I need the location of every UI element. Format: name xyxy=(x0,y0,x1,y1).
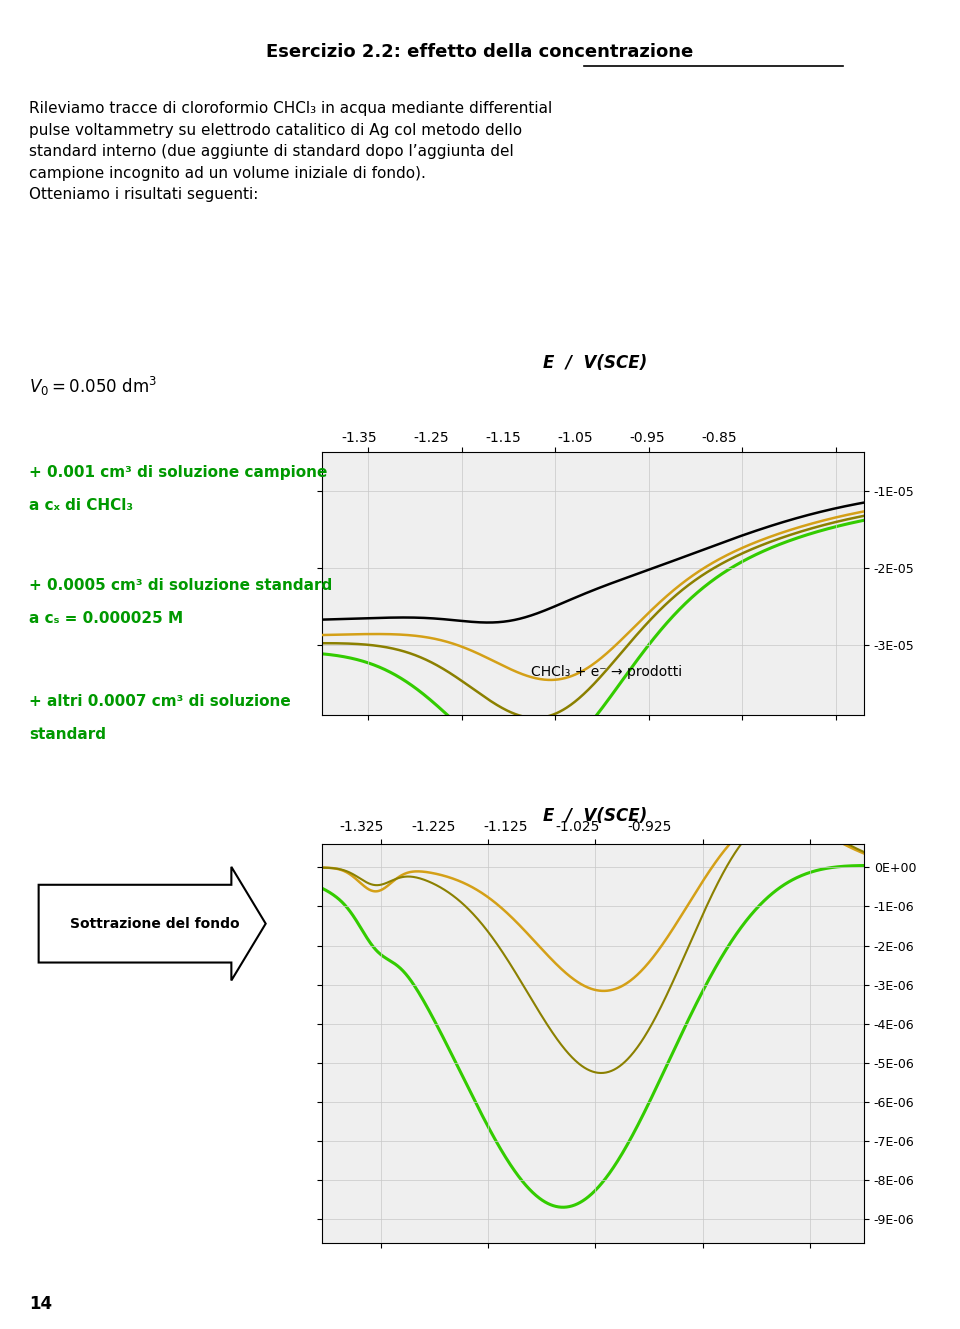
Text: 14: 14 xyxy=(29,1294,52,1313)
Text: a cₓ di CHCl₃: a cₓ di CHCl₃ xyxy=(29,498,132,513)
Text: + altri 0.0007 cm³ di soluzione: + altri 0.0007 cm³ di soluzione xyxy=(29,694,291,708)
Text: + 0.0005 cm³ di soluzione standard: + 0.0005 cm³ di soluzione standard xyxy=(29,578,332,593)
Text: Rileviamo tracce di cloroformio CHCl₃ in acqua mediante differential
pulse volta: Rileviamo tracce di cloroformio CHCl₃ in… xyxy=(29,101,552,202)
Text: a cₛ = 0.000025 M: a cₛ = 0.000025 M xyxy=(29,611,183,626)
Text: CHCl₃ + e⁻ → prodotti: CHCl₃ + e⁻ → prodotti xyxy=(531,666,683,679)
Text: -1.225: -1.225 xyxy=(412,820,456,835)
Text: -0.95: -0.95 xyxy=(629,431,665,445)
Text: Esercizio 2.2: effetto della concentrazione: Esercizio 2.2: effetto della concentrazi… xyxy=(266,43,694,61)
Text: $V_0 = 0.050\ \mathrm{dm}^3$: $V_0 = 0.050\ \mathrm{dm}^3$ xyxy=(29,375,156,397)
Text: E  /  V(SCE): E / V(SCE) xyxy=(543,807,647,825)
Text: -1.05: -1.05 xyxy=(557,431,593,445)
Text: -1.125: -1.125 xyxy=(484,820,528,835)
Text: + 0.001 cm³ di soluzione campione: + 0.001 cm³ di soluzione campione xyxy=(29,465,327,480)
Text: -0.85: -0.85 xyxy=(701,431,737,445)
Text: -1.15: -1.15 xyxy=(485,431,521,445)
Text: -1.325: -1.325 xyxy=(340,820,384,835)
Text: -1.025: -1.025 xyxy=(556,820,600,835)
Text: -1.25: -1.25 xyxy=(413,431,449,445)
Text: -0.925: -0.925 xyxy=(628,820,672,835)
Text: E  /  V(SCE): E / V(SCE) xyxy=(543,354,647,372)
FancyArrow shape xyxy=(38,867,266,981)
Text: standard: standard xyxy=(29,727,106,742)
Y-axis label: i / (A cm⁻²): i / (A cm⁻²) xyxy=(959,545,960,622)
Text: -1.35: -1.35 xyxy=(341,431,377,445)
Text: Sottrazione del fondo: Sottrazione del fondo xyxy=(70,917,240,930)
